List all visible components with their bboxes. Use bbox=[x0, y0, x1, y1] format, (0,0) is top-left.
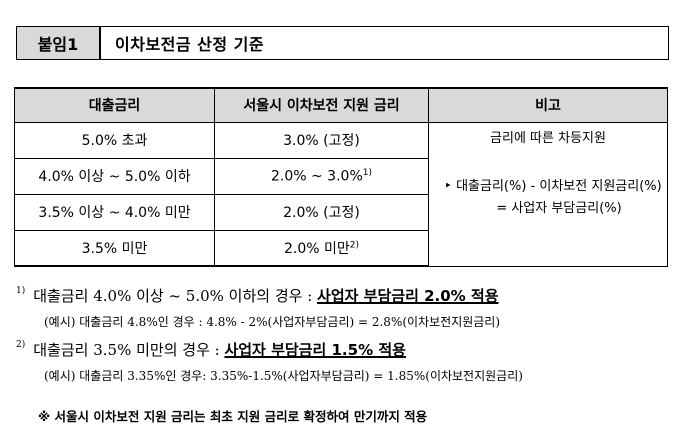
page-title: 이차보전금 산정 기준 bbox=[115, 35, 265, 54]
footnote-1-emphasis: 사업자 부담금리 2.0% 적용 bbox=[317, 287, 499, 305]
footnote-2-example: (예시) 대출금리 3.35%인 경우: 3.35%-1.5%(사업자부담금리)… bbox=[44, 369, 523, 383]
footnote-mark: 1) bbox=[362, 167, 372, 178]
support-rate-value: 2.0% ~ 3.0% bbox=[270, 168, 363, 185]
header-support-rate: 서울시 이차보전 지원 금리 bbox=[214, 87, 429, 123]
support-rate-value: 3.0% (고정) bbox=[283, 133, 360, 149]
footnote-2-text: 대출금리 3.5% 미만의 경우 : bbox=[33, 341, 225, 359]
footnote-1-mark: 1) bbox=[16, 286, 26, 296]
footnote-2: 2) 대출금리 3.5% 미만의 경우 : 사업자 부담금리 1.5% 적용 bbox=[16, 338, 676, 362]
support-rate-cell: 2.0% ~ 3.0%1) bbox=[214, 157, 429, 195]
loan-rate-cell: 3.5% 미만 bbox=[14, 229, 215, 267]
remarks-cell: 금리에 따른 차등지원 ‣ 대출금리(%) - 이차보전 지원금리(%) = 사… bbox=[428, 121, 668, 267]
rate-table: 대출금리 서울시 이차보전 지원 금리 비고 5.0% 초과 3.0% (고정)… bbox=[14, 87, 668, 267]
loan-rate-cell: 3.5% 이상 ~ 4.0% 미만 bbox=[14, 193, 215, 231]
title-box: 붙임1 이차보전금 산정 기준 bbox=[16, 26, 669, 60]
footnotes: 1) 대출금리 4.0% 이상 ~ 5.0% 이하의 경우 : 사업자 부담금리 … bbox=[16, 284, 676, 392]
footer-note: ※ 서울시 이차보전 지원 금리는 최초 지원 금리로 확정하여 만기까지 적용 bbox=[38, 409, 428, 424]
table-header-row: 대출금리 서울시 이차보전 지원 금리 비고 bbox=[14, 87, 668, 123]
table-row: 3.5% 미만 2.0% 미만2) bbox=[14, 229, 668, 267]
table-row: 4.0% 이상 ~ 5.0% 이하 2.0% ~ 3.0%1) bbox=[14, 157, 668, 195]
footnote-1: 1) 대출금리 4.0% 이상 ~ 5.0% 이하의 경우 : 사업자 부담금리 … bbox=[16, 284, 676, 308]
support-rate-cell: 3.0% (고정) bbox=[214, 121, 429, 159]
header-loan-rate: 대출금리 bbox=[14, 87, 215, 123]
attachment-tag: 붙임1 bbox=[17, 27, 101, 59]
table-row: 3.5% 이상 ~ 4.0% 미만 2.0% (고정) bbox=[14, 193, 668, 231]
support-rate-value: 2.0% (고정) bbox=[283, 205, 360, 221]
loan-rate-cell: 5.0% 초과 bbox=[14, 121, 215, 159]
formula-line-2: = 사업자 부담금리(%) bbox=[496, 200, 622, 216]
header-remarks: 비고 bbox=[428, 87, 668, 123]
footnote-1-text: 대출금리 4.0% 이상 ~ 5.0% 이하의 경우 : bbox=[33, 287, 318, 305]
remarks-title: 금리에 따른 차등지원 bbox=[490, 130, 606, 146]
remarks-formula: ‣ 대출금리(%) - 이차보전 지원금리(%) = 사업자 부담금리(%) bbox=[429, 176, 667, 220]
support-rate-value: 2.0% 미만 bbox=[283, 240, 350, 257]
loan-rate-cell: 4.0% 이상 ~ 5.0% 이하 bbox=[14, 157, 215, 195]
footnote-mark: 2) bbox=[349, 240, 360, 251]
support-rate-cell: 2.0% (고정) bbox=[214, 193, 429, 231]
table-row: 5.0% 초과 3.0% (고정) 금리에 따른 차등지원 ‣ 대출금리(%) … bbox=[14, 121, 668, 267]
footnote-2-mark: 2) bbox=[16, 340, 26, 350]
footnote-1-example: (예시) 대출금리 4.8%인 경우 : 4.8% - 2%(사업자부담금리) … bbox=[44, 315, 501, 329]
footnote-2-emphasis: 사업자 부담금리 1.5% 적용 bbox=[224, 341, 406, 359]
formula-line-1: 대출금리(%) - 이차보전 지원금리(%) bbox=[456, 178, 662, 194]
bullet-icon: ‣ bbox=[444, 178, 452, 194]
support-rate-cell: 2.0% 미만2) bbox=[214, 229, 429, 267]
